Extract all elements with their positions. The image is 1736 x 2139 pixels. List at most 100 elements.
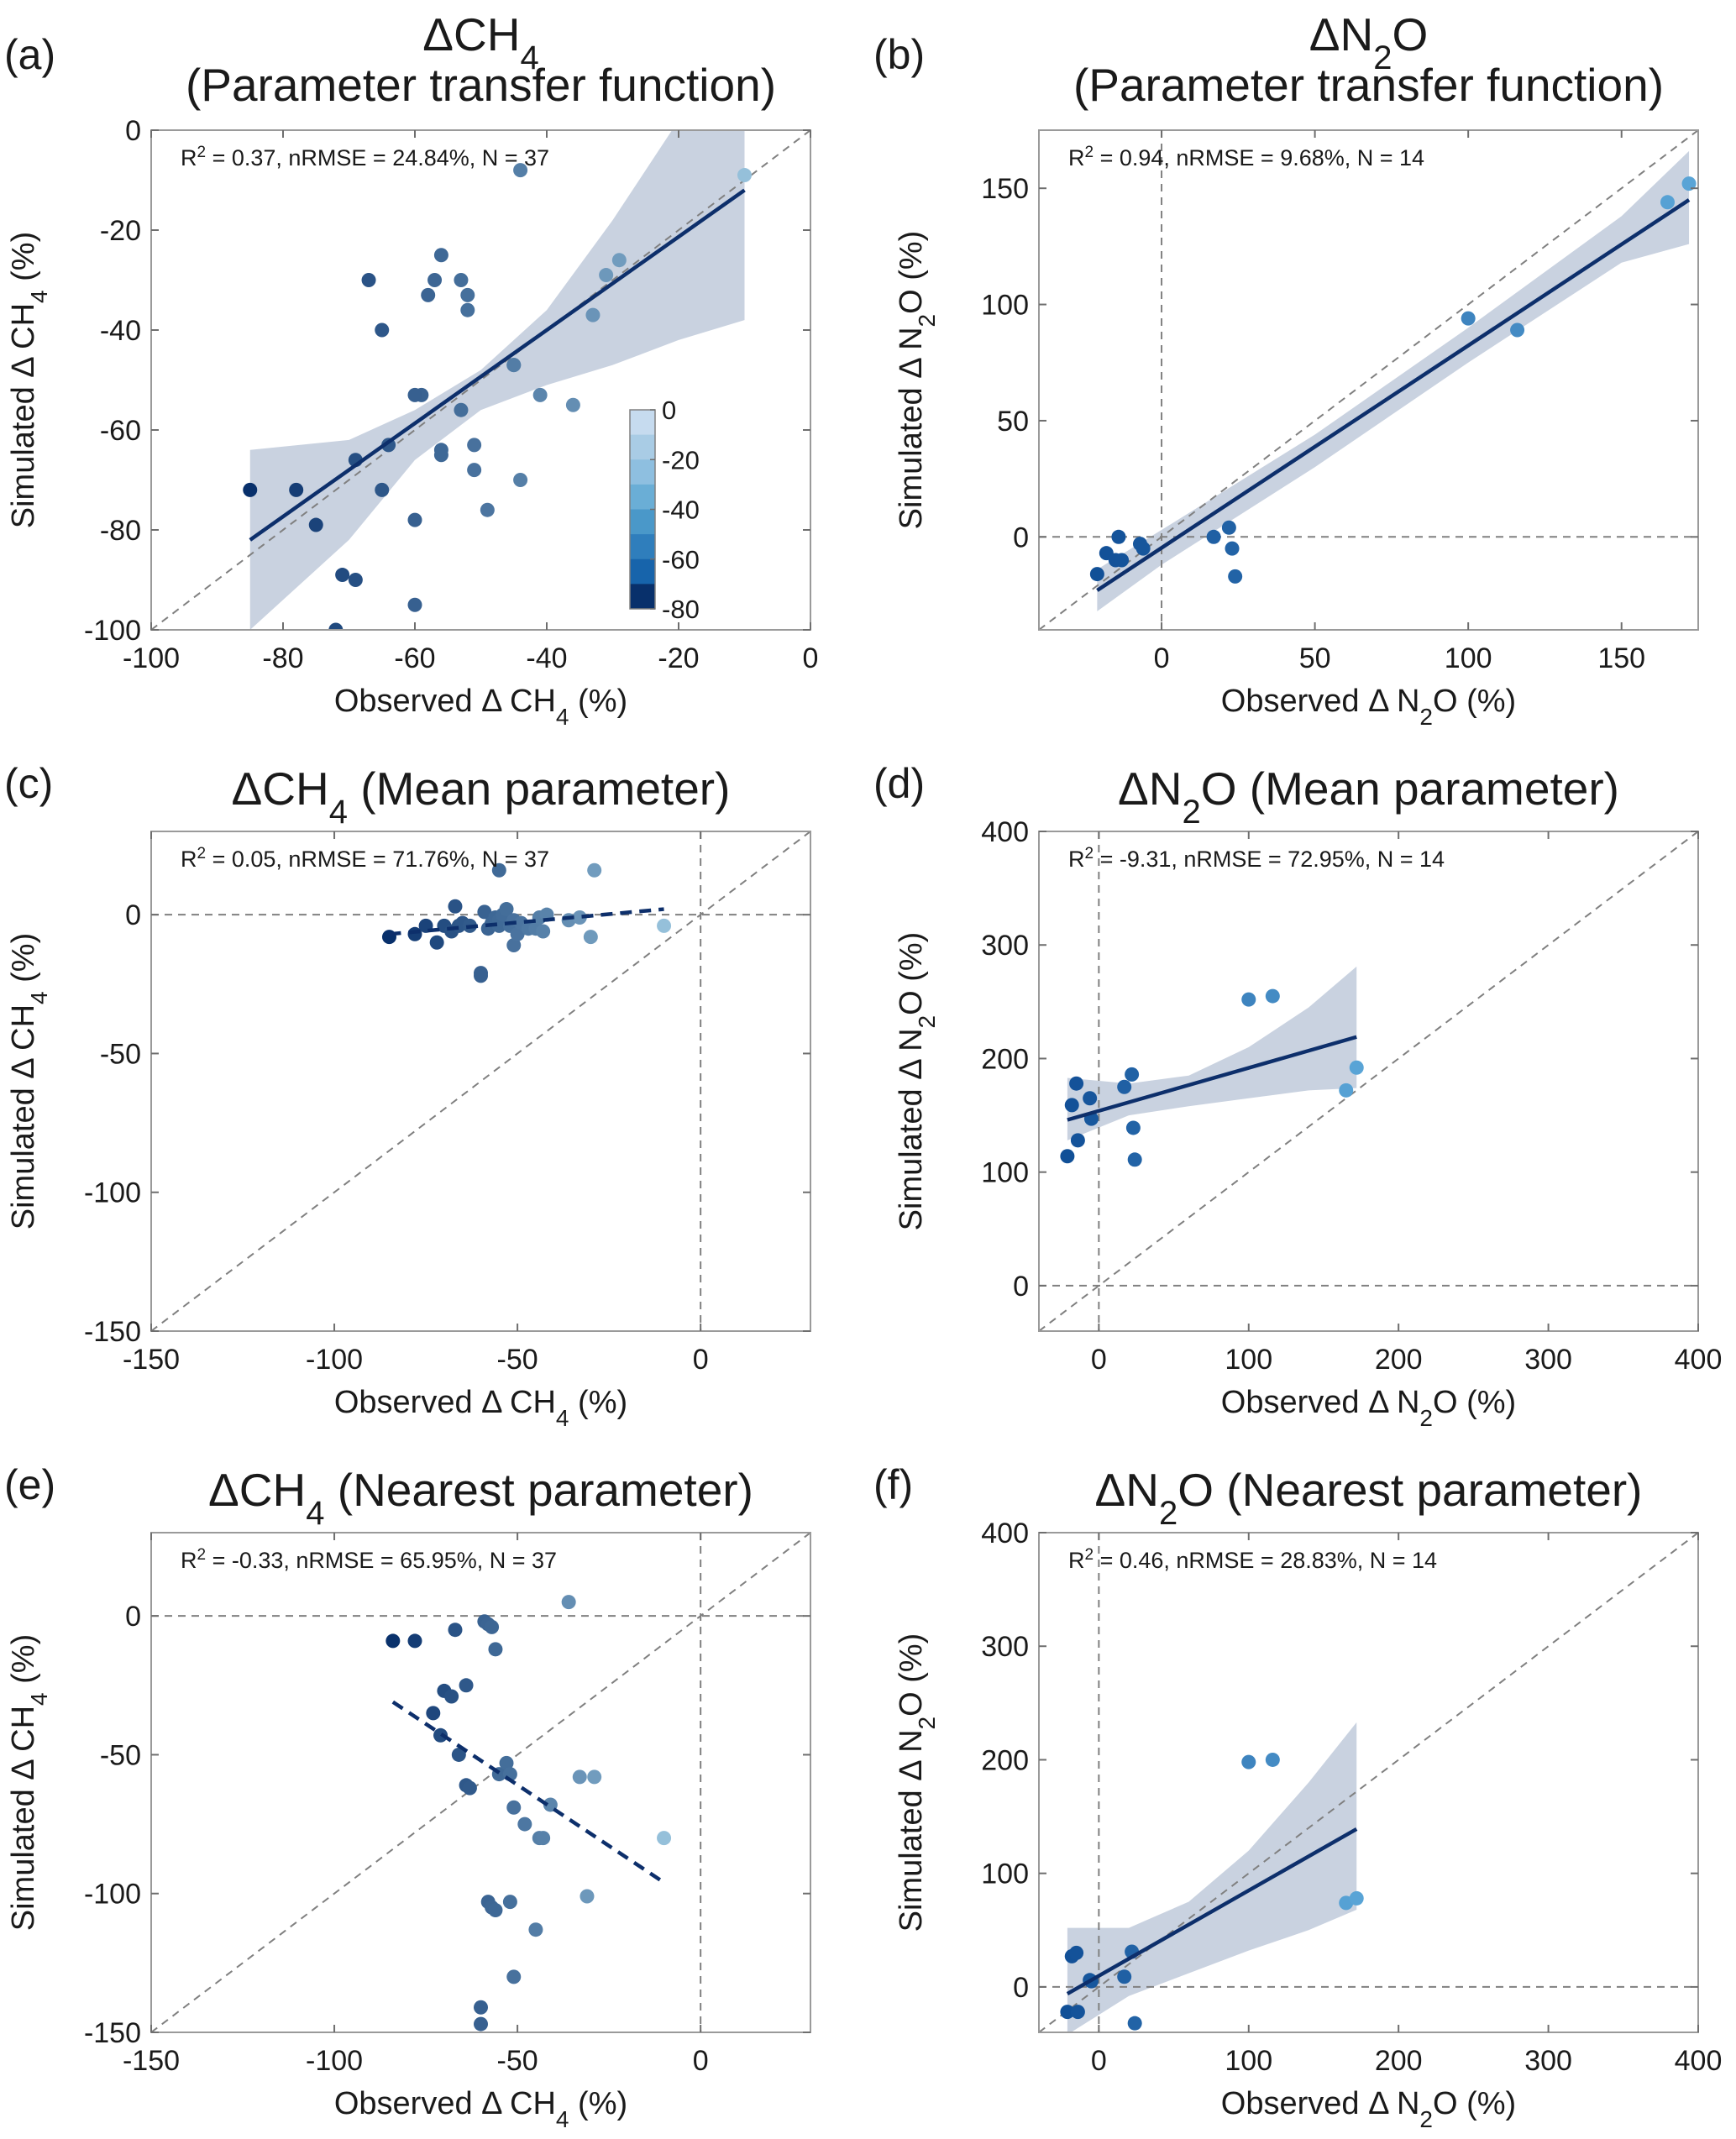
panel-title-line2: (Parameter transfer function): [186, 59, 776, 111]
label-subscript: 2: [1419, 704, 1433, 730]
data-point: [513, 473, 528, 487]
stat-rest: = -0.33, nRMSE = 65.95%, N = 37: [206, 1548, 557, 1573]
data-point: [506, 1800, 522, 1815]
y-tick-label: 200: [981, 1043, 1029, 1075]
label-main: Simulated Δ N: [894, 327, 929, 529]
stats-annotation: R2 = 0.94, nRMSE = 9.68%, N = 14: [1068, 144, 1424, 171]
x-tick-label: -60: [394, 642, 435, 674]
label-subscript: 4: [26, 290, 52, 303]
data-point: [499, 902, 514, 917]
data-point: [1089, 567, 1104, 582]
y-tick-label: -100: [84, 1879, 141, 1911]
label-subscript: 2: [914, 1015, 940, 1029]
x-tick-label: 0: [1154, 642, 1170, 674]
data-point: [1117, 1969, 1132, 1984]
x-axis-label: Observed Δ N2O (%): [1221, 684, 1516, 730]
label-main: Observed Δ CH: [334, 2086, 556, 2121]
data-point: [448, 1623, 463, 1638]
data-point: [444, 1689, 459, 1704]
data-point: [587, 862, 602, 878]
x-tick-label: -40: [526, 642, 567, 674]
axes-frame: [1038, 831, 1699, 1332]
x-tick-label: 100: [1225, 2045, 1272, 2077]
data-point: [491, 862, 506, 878]
x-tick-label: 150: [1597, 642, 1645, 674]
data-point: [1127, 1152, 1142, 1167]
y-tick-label: 0: [1013, 1972, 1029, 2004]
panel-letter: (f): [873, 1461, 913, 1508]
x-tick-label: -150: [123, 2045, 180, 2077]
colorbar-segment: [630, 484, 655, 510]
data-point: [1069, 1076, 1084, 1091]
data-point: [580, 1889, 595, 1904]
x-tick-label: 200: [1375, 2045, 1423, 2077]
label-subscript: 2: [914, 1717, 940, 1730]
data-point: [459, 1678, 474, 1693]
y-tick-label: -150: [84, 1316, 141, 1348]
label-tail: O (%): [1433, 684, 1516, 719]
x-tick-label: -100: [306, 2045, 363, 2077]
axes-frame: [1038, 129, 1699, 631]
colorbar-segment: [630, 534, 655, 560]
title-main: ΔCH: [422, 8, 520, 60]
data-point: [572, 1769, 587, 1785]
axes-frame: [150, 1532, 811, 2033]
fit-line: [1067, 1035, 1357, 1122]
data-point: [243, 482, 258, 497]
panel-a: -100 -80 -60 -40 -20 0 -100 -80 -60 -40 -20 0 R2 = 0…: [4, 8, 818, 730]
x-axis-label: Observed Δ N2O (%): [1221, 1385, 1516, 1431]
colorbar: 0 -20 -40 -60 -80: [629, 396, 700, 624]
data-point: [1681, 176, 1697, 191]
title-tail: O (Mean parameter): [1201, 763, 1619, 815]
confidence-band: [1097, 150, 1690, 611]
stat-r: R: [181, 145, 197, 170]
data-point: [1206, 529, 1221, 544]
label-main: Simulated Δ N: [894, 1028, 929, 1230]
y-tick-label: 100: [981, 290, 1029, 322]
title-tail: (Nearest parameter): [324, 1464, 753, 1516]
x-tick-label: 100: [1225, 1344, 1272, 1376]
y-tick-label: 200: [981, 1744, 1029, 1776]
y-axis-label: Simulated Δ CH4 (%): [6, 232, 52, 529]
x-tick-label: -150: [123, 1344, 180, 1376]
y-axis-label: Simulated Δ N2O (%): [894, 231, 940, 530]
stat-r: R: [1068, 145, 1085, 170]
data-point: [543, 1797, 558, 1812]
data-point: [474, 2000, 488, 2015]
stat-superscript: 2: [197, 845, 207, 862]
data-point: [407, 512, 422, 527]
data-point: [585, 307, 601, 322]
axes-frame: [150, 129, 811, 631]
y-tick-label: -100: [84, 1177, 141, 1209]
x-tick-label: -100: [306, 1344, 363, 1376]
data-point: [429, 935, 444, 950]
colorbar-tick-label: 0: [662, 396, 676, 425]
plot-area: [1039, 831, 1698, 1331]
x-tick-label: -80: [262, 642, 303, 674]
stat-r: R: [181, 847, 197, 872]
plot-area: [1039, 130, 1698, 630]
label-tail: O (%): [894, 1633, 929, 1717]
panel-title: ΔN2O (Nearest parameter): [1095, 1464, 1643, 1532]
fit-line: [249, 188, 746, 542]
panel-title: ΔCH4 (Nearest parameter): [208, 1464, 753, 1532]
x-tick-label: 0: [693, 1344, 709, 1376]
colorbar-segment: [630, 509, 655, 535]
stat-rest: = 0.46, nRMSE = 28.83%, N = 14: [1094, 1548, 1437, 1573]
data-point: [1461, 311, 1476, 326]
y-tick-label: -60: [100, 415, 141, 447]
label-tail: (%): [569, 2086, 627, 2121]
x-tick-label: 100: [1445, 642, 1492, 674]
label-subscript: 4: [26, 1692, 52, 1706]
label-main: Simulated Δ CH: [6, 1706, 41, 1931]
panel-letter: (e): [4, 1461, 55, 1508]
panel-letter: (d): [873, 760, 925, 807]
label-main: Observed Δ N: [1221, 684, 1420, 719]
x-tick-label: -100: [123, 642, 180, 674]
data-point: [462, 1780, 477, 1796]
x-tick-label: 400: [1675, 1344, 1723, 1376]
x-axis-label: Observed Δ CH4 (%): [334, 2086, 627, 2132]
stat-superscript: 2: [1085, 845, 1094, 862]
